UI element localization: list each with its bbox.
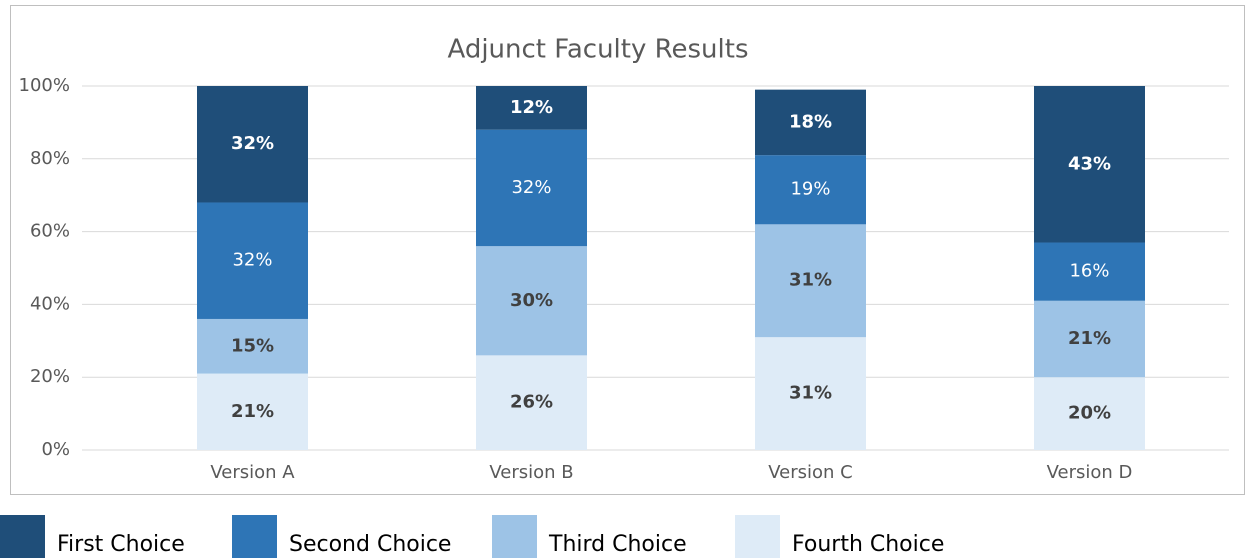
data-label: 12% [510, 97, 553, 118]
legend-swatch [232, 515, 277, 558]
x-tick-label: Version D [1047, 462, 1133, 483]
data-label: 21% [231, 401, 274, 422]
y-tick-label: 60% [30, 221, 70, 242]
bar-segment [755, 155, 866, 225]
legend-label: Second Choice [289, 532, 451, 557]
bar-segment [476, 355, 587, 450]
x-tick-label: Version A [210, 462, 295, 483]
data-label: 31% [789, 383, 832, 404]
bar-segment [197, 373, 308, 450]
data-label: 18% [789, 111, 832, 132]
y-tick-label: 100% [19, 75, 70, 96]
bar-segment [476, 246, 587, 356]
y-tick-label: 80% [30, 148, 70, 169]
data-label: 16% [1069, 261, 1109, 282]
data-label: 20% [1068, 403, 1111, 424]
x-tick-label: Version C [768, 462, 852, 483]
data-label: 19% [790, 179, 830, 200]
y-tick-label: 20% [30, 366, 70, 387]
x-tick-label: Version B [489, 462, 573, 483]
bar-segment [1034, 242, 1145, 301]
data-label: 32% [231, 133, 274, 154]
legend-label: First Choice [57, 532, 185, 557]
data-label: 32% [232, 250, 272, 271]
data-label: 43% [1068, 153, 1111, 174]
bar-segment [197, 202, 308, 319]
bar-segment [197, 318, 308, 374]
data-label: 15% [231, 335, 274, 356]
data-label: 30% [510, 290, 553, 311]
bar-segment [755, 89, 866, 156]
data-label: 21% [1068, 328, 1111, 349]
bar-segment [755, 337, 866, 450]
bar-segment [1034, 377, 1145, 450]
data-label: 26% [510, 392, 553, 413]
bar-segment [197, 86, 308, 203]
bar-segment [476, 129, 587, 247]
legend-swatch [735, 515, 780, 558]
bar-segment [1034, 300, 1145, 378]
bar-segment [755, 224, 866, 338]
legend-swatch [0, 515, 45, 558]
bar-segment [476, 86, 587, 130]
legend-label: Fourth Choice [792, 532, 944, 557]
data-label: 31% [789, 270, 832, 291]
legend-label: Third Choice [548, 532, 687, 557]
chart-title: Adjunct Faculty Results [448, 35, 749, 65]
data-label: 32% [511, 177, 551, 198]
bar-segment [1034, 86, 1145, 243]
y-tick-label: 0% [41, 439, 70, 460]
y-tick-label: 40% [30, 293, 70, 314]
legend-swatch [492, 515, 537, 558]
